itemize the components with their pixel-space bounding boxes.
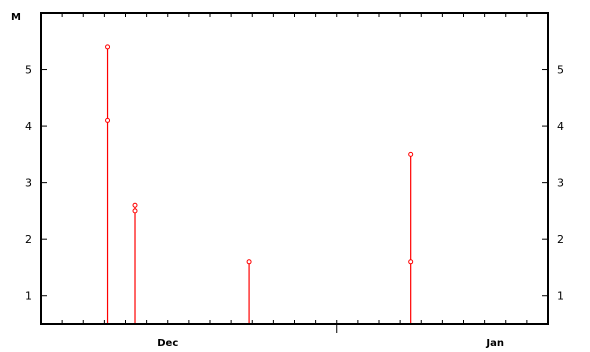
data-point [132,202,138,208]
y-tick-label-left: 4 [25,120,32,133]
x-ticks: Dec Jan [61,13,528,349]
x-month-label: Jan [485,338,504,349]
y-tick-label-right: 4 [557,120,564,133]
unit-label: M [11,12,21,23]
y-tick-label-left: 2 [25,233,32,246]
y-tick-label-right: 2 [557,233,564,246]
data-point [408,151,414,157]
x-month-label: Dec [157,338,178,349]
points-group [105,44,414,265]
y-ticks-right: 1 2 3 4 5 [542,64,564,303]
data-point [132,208,138,214]
stems-group [106,46,412,324]
y-tick-label-left: 3 [25,177,32,190]
data-point [408,259,414,265]
data-point [246,259,252,265]
y-tick-label-right: 5 [557,64,564,77]
data-point [105,117,111,123]
y-tick-label-left: 5 [25,64,32,77]
y-tick-label-right: 3 [557,177,564,190]
data-point [105,44,111,50]
y-ticks-left: 1 2 3 4 5 [25,64,47,303]
y-tick-label-left: 1 [25,290,32,303]
y-tick-label-right: 1 [557,290,564,303]
plot-frame [40,12,549,325]
